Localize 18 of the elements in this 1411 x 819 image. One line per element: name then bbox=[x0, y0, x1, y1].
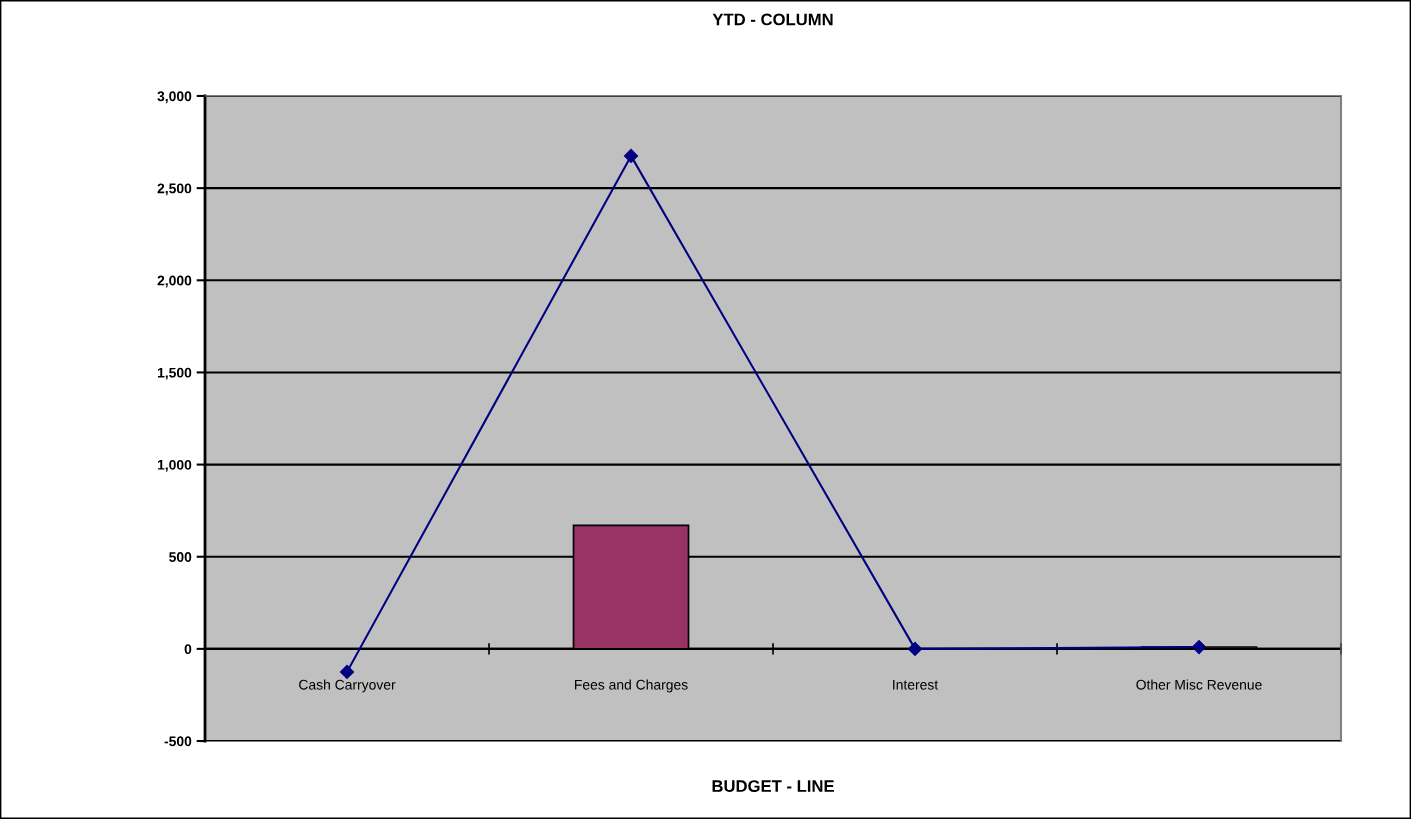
point bbox=[339, 664, 355, 679]
y-tick-label: -500 bbox=[164, 736, 192, 747]
x-tick-label: Interest bbox=[893, 679, 939, 690]
point bbox=[1191, 639, 1207, 655]
x-tick-label: Fees and Charges bbox=[575, 679, 688, 693]
y-tick-label: 0 bbox=[184, 644, 192, 655]
y-tick-label: 2,500 bbox=[157, 183, 192, 196]
y-tick-label: 3,000 bbox=[157, 91, 192, 104]
y-tick-label: 1,500 bbox=[157, 367, 192, 380]
y-tick-label: 2,000 bbox=[157, 275, 192, 288]
chart-title: YTD - COLUMN bbox=[712, 13, 833, 26]
x-tick-label: Cash Carryover bbox=[299, 679, 396, 693]
y-tick-label: 1,000 bbox=[157, 459, 192, 472]
point bbox=[907, 641, 923, 656]
point bbox=[623, 148, 639, 163]
x-axis-title: BUDGET - LINE bbox=[712, 780, 834, 792]
x-tick-label: Other Misc Revenue bbox=[1136, 679, 1262, 690]
y-tick-label: 500 bbox=[169, 552, 192, 562]
